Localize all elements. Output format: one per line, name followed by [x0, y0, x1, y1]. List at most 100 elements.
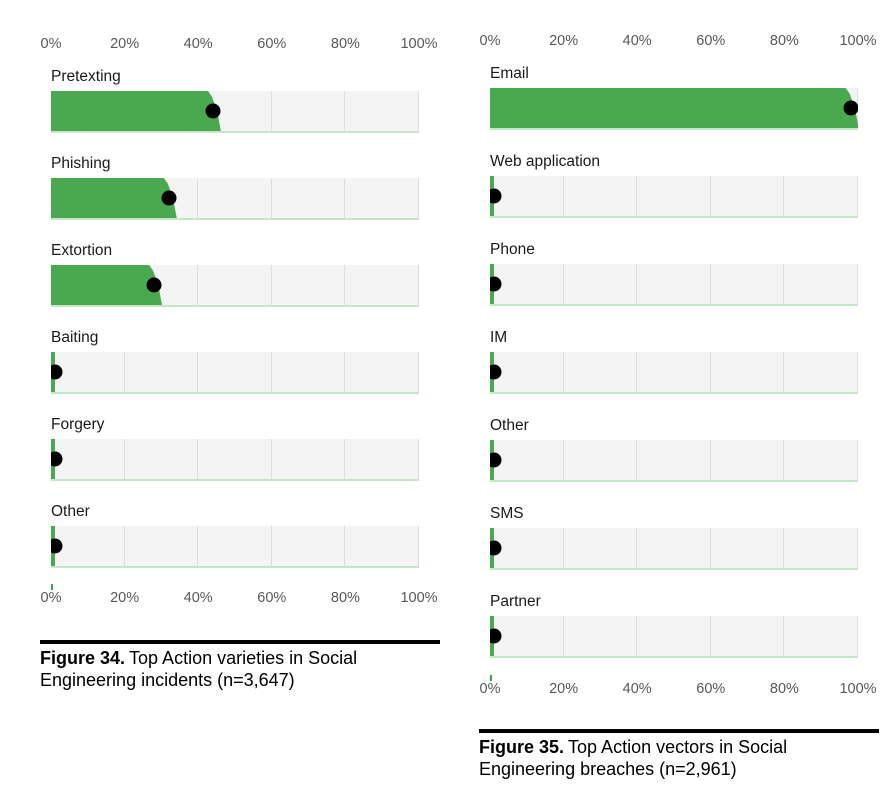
gridline [270, 91, 272, 131]
gridline [709, 616, 711, 656]
axis-tick-label: 40% [183, 590, 213, 606]
axis-tick-label: 60% [257, 590, 287, 606]
bar-value-dot [51, 364, 63, 380]
axis-tick-label: 0% [479, 33, 501, 49]
category-label: Web application [490, 153, 601, 170]
gridline [636, 352, 638, 392]
axis-tick-label: 20% [110, 590, 140, 606]
figure-35-panel: 0% 20% 40% 60% 80% 100% Email Web application Ph… [479, 33, 879, 798]
percent-axis: 0% 20% 40% 60% 80% 100% [480, 33, 877, 50]
axis-tick-label: 80% [769, 33, 799, 49]
bar-fill [51, 91, 221, 131]
bar-value-dot [161, 190, 177, 206]
category-label: Baiting [51, 329, 99, 346]
axis-zero-tick [51, 584, 53, 590]
bar-row: Forgery [51, 416, 419, 481]
category-label: Email [490, 65, 529, 82]
gridline [344, 526, 346, 566]
gridline [709, 264, 711, 304]
bar-fill [51, 178, 177, 218]
category-label: Other [490, 417, 529, 434]
bar-row: Baiting [51, 329, 419, 394]
gridline [562, 528, 564, 568]
gridline [344, 439, 346, 479]
gridline [418, 526, 419, 566]
figure-34-panel: 0% 20% 40% 60% 80% 100% Pretexting Phishing Exto… [40, 36, 440, 709]
bar-value-dot [490, 452, 502, 468]
gridline [197, 526, 199, 566]
bar-value-dot [490, 540, 502, 556]
bar-value-dot [146, 277, 162, 293]
gridline [857, 264, 858, 304]
category-label: Phishing [51, 155, 111, 172]
bar-value-dot [490, 276, 502, 292]
gridline [197, 265, 199, 305]
gridline [709, 176, 711, 216]
bar-track [51, 178, 419, 220]
gridline [197, 352, 199, 392]
figure-caption: Figure 35. Top Action vectors in Social E… [479, 729, 879, 780]
gridline [562, 264, 564, 304]
gridline [562, 616, 564, 656]
gridline [197, 178, 199, 218]
gridline [857, 176, 858, 216]
gridline [636, 616, 638, 656]
category-label: SMS [490, 505, 524, 522]
bar-row: Pretexting [51, 68, 419, 133]
axis-tick-label: 60% [696, 33, 726, 49]
gridline [636, 528, 638, 568]
bar-track [490, 440, 858, 482]
axis-tick-label: 20% [110, 36, 140, 52]
gridline [709, 440, 711, 480]
axis-tick-label: 100% [400, 590, 438, 606]
bar-row: Other [51, 503, 419, 568]
gridline [197, 439, 199, 479]
axis-tick-label: 40% [622, 33, 652, 49]
bar-row: Partner [490, 593, 858, 658]
category-label: Partner [490, 593, 541, 610]
axis-tick-label: 40% [183, 36, 213, 52]
gridline [418, 178, 419, 218]
gridline [562, 176, 564, 216]
percent-axis: 0% 20% 40% 60% 80% 100% [41, 584, 438, 607]
gridline [783, 264, 785, 304]
figure-caption-number: Figure 35. [479, 737, 565, 757]
axis-tick-label: 0% [479, 681, 501, 697]
gridline [123, 439, 125, 479]
gridline [344, 265, 346, 305]
axis-tick-label: 80% [330, 36, 360, 52]
bar-value-dot [490, 188, 502, 204]
gridline [857, 616, 858, 656]
gridline [636, 176, 638, 216]
gridline [418, 352, 419, 392]
percent-axis: 0% 20% 40% 60% 80% 100% [480, 675, 877, 698]
bar-track [490, 88, 858, 130]
category-label: IM [490, 329, 508, 346]
gridline [270, 352, 272, 392]
gridline [857, 352, 858, 392]
gridline [783, 616, 785, 656]
gridline [270, 526, 272, 566]
gridline [270, 178, 272, 218]
bar-track [51, 352, 419, 394]
bar-value-dot [490, 628, 502, 644]
gridline [270, 265, 272, 305]
bar-track [51, 91, 419, 133]
bar-value-dot [51, 451, 63, 467]
bar-row: Other [490, 417, 858, 482]
bar-track [490, 176, 858, 218]
percent-axis: 0% 20% 40% 60% 80% 100% [41, 36, 438, 53]
gridline [270, 439, 272, 479]
axis-zero-tick [490, 675, 492, 681]
bar-row: Extortion [51, 242, 419, 307]
gridline [562, 440, 564, 480]
axis-tick-label: 100% [839, 681, 877, 697]
category-label: Pretexting [51, 68, 121, 85]
bar-value-dot [205, 103, 221, 119]
bar-row: IM [490, 329, 858, 394]
bar-row: Phishing [51, 155, 419, 220]
gridline [636, 264, 638, 304]
gridline [709, 352, 711, 392]
bar-value-dot [51, 538, 63, 554]
category-label: Extortion [51, 242, 113, 259]
